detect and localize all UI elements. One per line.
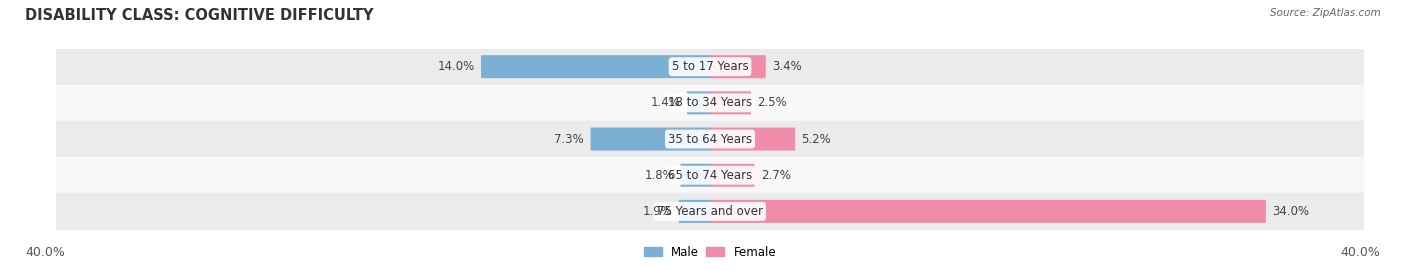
Text: 75 Years and over: 75 Years and over xyxy=(657,205,763,218)
FancyBboxPatch shape xyxy=(688,91,710,114)
FancyBboxPatch shape xyxy=(710,91,751,114)
FancyBboxPatch shape xyxy=(710,164,754,187)
Text: 5.2%: 5.2% xyxy=(801,133,831,146)
FancyBboxPatch shape xyxy=(710,55,766,78)
Text: 1.9%: 1.9% xyxy=(643,205,672,218)
Text: 2.7%: 2.7% xyxy=(761,169,790,182)
Text: 2.5%: 2.5% xyxy=(758,96,787,109)
FancyBboxPatch shape xyxy=(591,127,710,151)
Text: 7.3%: 7.3% xyxy=(554,133,583,146)
FancyBboxPatch shape xyxy=(681,164,710,187)
Text: 40.0%: 40.0% xyxy=(1341,246,1381,259)
Text: 34.0%: 34.0% xyxy=(1272,205,1309,218)
Bar xyxy=(56,121,1364,157)
Text: 3.4%: 3.4% xyxy=(772,60,801,73)
FancyBboxPatch shape xyxy=(710,127,796,151)
Bar xyxy=(56,49,1364,85)
Text: 1.4%: 1.4% xyxy=(651,96,681,109)
FancyBboxPatch shape xyxy=(710,200,1265,223)
Legend: Male, Female: Male, Female xyxy=(640,241,780,264)
Text: 1.8%: 1.8% xyxy=(644,169,673,182)
Text: 5 to 17 Years: 5 to 17 Years xyxy=(672,60,748,73)
Bar xyxy=(56,193,1364,230)
FancyBboxPatch shape xyxy=(679,200,710,223)
Bar xyxy=(56,157,1364,193)
FancyBboxPatch shape xyxy=(481,55,710,78)
Bar xyxy=(56,85,1364,121)
Text: 18 to 34 Years: 18 to 34 Years xyxy=(668,96,752,109)
Text: 35 to 64 Years: 35 to 64 Years xyxy=(668,133,752,146)
Text: Source: ZipAtlas.com: Source: ZipAtlas.com xyxy=(1270,8,1381,18)
Text: DISABILITY CLASS: COGNITIVE DIFFICULTY: DISABILITY CLASS: COGNITIVE DIFFICULTY xyxy=(25,8,374,23)
Text: 65 to 74 Years: 65 to 74 Years xyxy=(668,169,752,182)
Text: 14.0%: 14.0% xyxy=(437,60,475,73)
Text: 40.0%: 40.0% xyxy=(25,246,65,259)
